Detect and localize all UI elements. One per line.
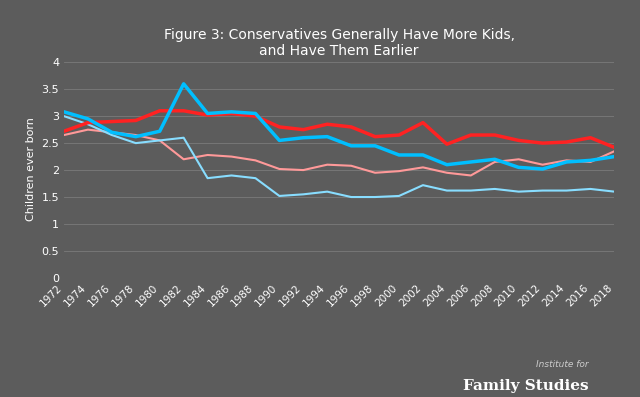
Text: Figure 3: Conservatives Generally Have More Kids,
and Have Them Earlier: Figure 3: Conservatives Generally Have M… xyxy=(164,28,515,58)
Text: Institute for: Institute for xyxy=(536,360,589,369)
Text: Family Studies: Family Studies xyxy=(463,379,589,393)
Y-axis label: Children ever born: Children ever born xyxy=(26,117,36,221)
